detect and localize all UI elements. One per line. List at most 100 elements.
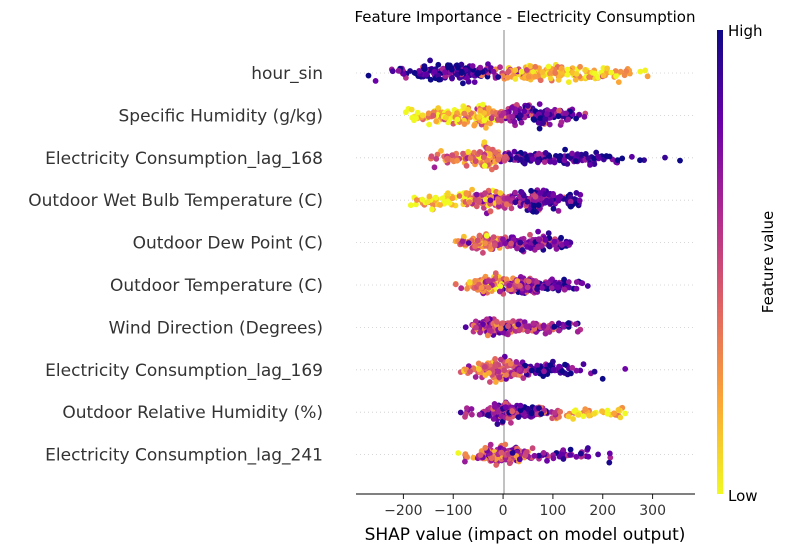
shap-point — [492, 379, 499, 385]
shap-point — [571, 408, 578, 415]
shap-point — [466, 279, 473, 285]
shap-point — [423, 71, 430, 78]
shap-point — [495, 74, 502, 80]
shap-point — [408, 106, 415, 113]
shap-point — [411, 69, 418, 76]
shap-point — [497, 64, 503, 71]
shap-point — [581, 113, 588, 120]
shap-point — [528, 187, 534, 194]
shap-point — [547, 70, 553, 77]
shap-point — [508, 240, 514, 247]
shap-point — [435, 61, 442, 68]
shap-point — [555, 194, 561, 201]
shap-point — [530, 116, 537, 122]
shap-point — [561, 286, 568, 293]
shap-point — [603, 153, 610, 159]
shap-point — [572, 321, 579, 327]
shap-point — [622, 410, 629, 417]
shap-point — [536, 101, 543, 107]
colorbar-high-label: High — [728, 22, 762, 40]
shap-point — [546, 329, 553, 335]
shap-point — [573, 71, 580, 77]
shap-point — [621, 72, 628, 79]
shap-point — [458, 285, 465, 292]
shap-point — [502, 400, 509, 406]
shap-point — [485, 278, 492, 284]
shap-point — [515, 414, 522, 420]
shap-point — [587, 162, 593, 168]
shap-point — [463, 162, 470, 169]
shap-point — [591, 368, 598, 375]
shap-point — [611, 410, 617, 417]
shap-point — [481, 364, 488, 370]
shap-point — [550, 366, 557, 373]
shap-point — [499, 320, 506, 326]
shap-point — [459, 238, 466, 245]
feature-label: Electricity Consumption_lag_168 — [45, 149, 323, 169]
shap-point — [516, 456, 523, 463]
points-layer — [365, 57, 683, 468]
shap-point — [523, 323, 529, 330]
shap-point — [480, 249, 486, 256]
shap-point — [503, 372, 509, 378]
shap-point — [551, 159, 558, 166]
shap-point — [525, 73, 532, 80]
shap-point — [471, 79, 478, 85]
shap-point — [582, 406, 589, 413]
shap-point — [496, 203, 502, 210]
shap-point — [545, 230, 552, 237]
shap-point — [492, 404, 498, 410]
shap-point — [464, 285, 470, 292]
shap-point — [577, 450, 584, 457]
shap-point — [524, 284, 531, 291]
shap-point — [430, 112, 437, 119]
shap-point — [550, 205, 557, 212]
shap-point — [595, 451, 601, 458]
shap-point — [452, 281, 459, 288]
shap-point — [537, 77, 544, 84]
shap-point — [619, 155, 626, 162]
shap-point — [490, 234, 497, 241]
shap-point — [557, 408, 564, 415]
shap-point — [479, 101, 486, 108]
shap-point — [421, 63, 428, 69]
shap-point — [472, 243, 478, 250]
shap-point — [492, 356, 498, 362]
shap-point — [458, 70, 465, 76]
shap-point — [567, 198, 574, 205]
shap-point — [433, 118, 440, 125]
shap-point — [517, 407, 524, 413]
shap-point — [582, 67, 588, 74]
shap-point — [449, 195, 456, 202]
shap-point — [476, 232, 483, 239]
shap-point — [473, 203, 480, 210]
shap-point — [517, 282, 523, 289]
shap-point — [480, 321, 486, 328]
shap-point — [413, 201, 419, 208]
shap-point — [525, 406, 532, 412]
shap-point — [486, 327, 493, 334]
shap-point — [511, 371, 517, 378]
shap-point — [540, 450, 547, 456]
shap-point — [535, 159, 541, 166]
shap-point — [492, 242, 498, 249]
shap-point — [476, 411, 483, 418]
x-tick-label: 300 — [639, 503, 666, 519]
shap-point — [463, 190, 470, 196]
shap-point — [482, 196, 489, 203]
shap-point — [492, 363, 499, 370]
shap-point — [608, 69, 615, 76]
shap-point — [517, 402, 524, 409]
shap-point — [456, 193, 463, 199]
shap-point — [477, 329, 483, 336]
shap-point — [426, 121, 432, 128]
shap-point — [517, 239, 524, 246]
colorbar-low-label: Low — [728, 487, 758, 505]
shap-point — [546, 121, 553, 128]
shap-point — [431, 68, 438, 75]
chart-title: Feature Importance - Electricity Consump… — [355, 8, 696, 26]
shap-point — [530, 68, 536, 75]
feature-label: Electricity Consumption_lag_169 — [45, 361, 323, 381]
shap-point — [462, 413, 468, 420]
